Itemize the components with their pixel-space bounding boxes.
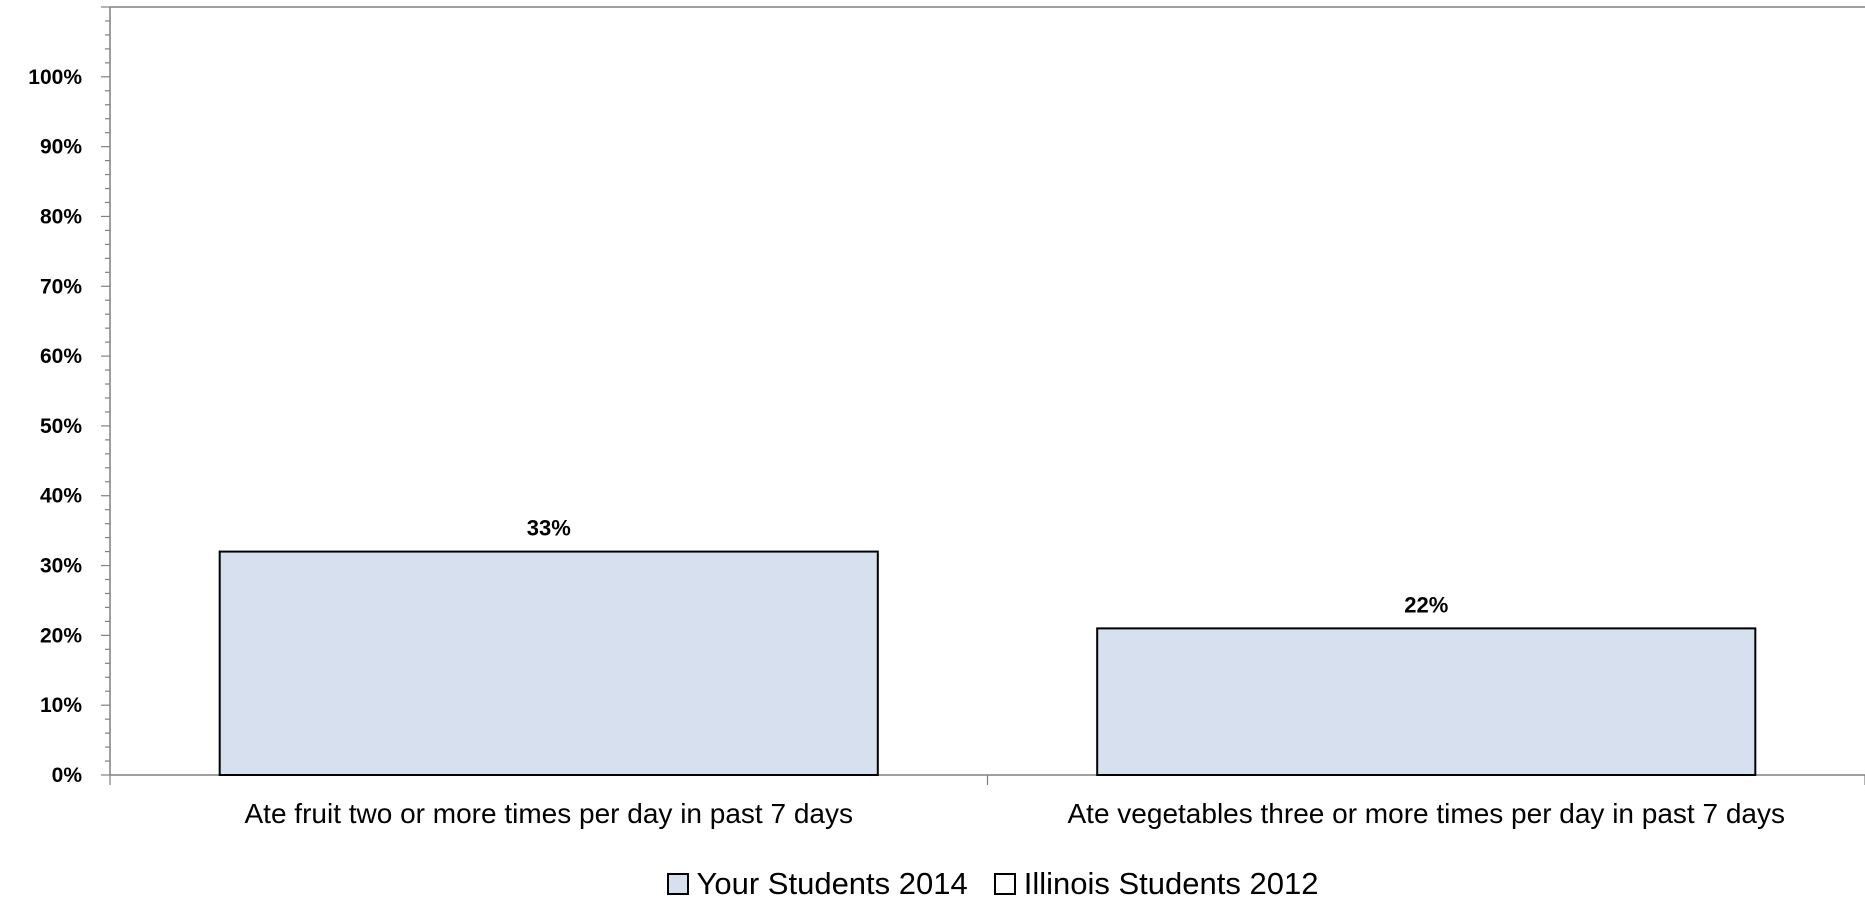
y-tick-label: 40% <box>40 485 82 508</box>
legend-label-illinois-students-2012: Illinois Students 2012 <box>1023 866 1319 901</box>
y-tick-label: 90% <box>40 136 82 159</box>
data-label: 22% <box>1404 592 1448 617</box>
y-tick-label: 30% <box>40 555 82 578</box>
x-tick-label: Ate vegetables three or more times per d… <box>1068 798 1786 829</box>
data-label: 33% <box>527 516 571 541</box>
legend-item-illinois-students-2012: Illinois Students 2012 <box>993 866 1319 902</box>
y-tick-label: 0% <box>52 764 83 787</box>
legend-item-your-students-2014: Your Students 2014 <box>666 866 968 902</box>
bar-chart: 0% 10% 20% 30% 40% 50% 60% 70% 80% 90% 100% 33% Ate … <box>28 6 1865 829</box>
y-tick-label: 60% <box>40 345 82 368</box>
y-tick-label: 10% <box>40 694 82 717</box>
y-tick-label: 80% <box>40 205 82 228</box>
legend-label-your-students-2014: Your Students 2014 <box>696 866 968 901</box>
y-tick-label: 100% <box>28 66 82 89</box>
legend-swatch-your-students-2014 <box>666 873 689 895</box>
bar <box>1096 627 1757 777</box>
bar <box>218 550 879 777</box>
y-tick-label: 20% <box>40 624 82 647</box>
x-tick-label: Ate fruit two or more times per day in p… <box>245 798 853 829</box>
y-tick-label: 50% <box>40 415 82 438</box>
legend: Your Students 2014 Illinois Students 201… <box>0 862 1865 904</box>
y-tick-label: 70% <box>40 275 82 298</box>
legend-swatch-illinois-students-2012 <box>993 873 1016 895</box>
